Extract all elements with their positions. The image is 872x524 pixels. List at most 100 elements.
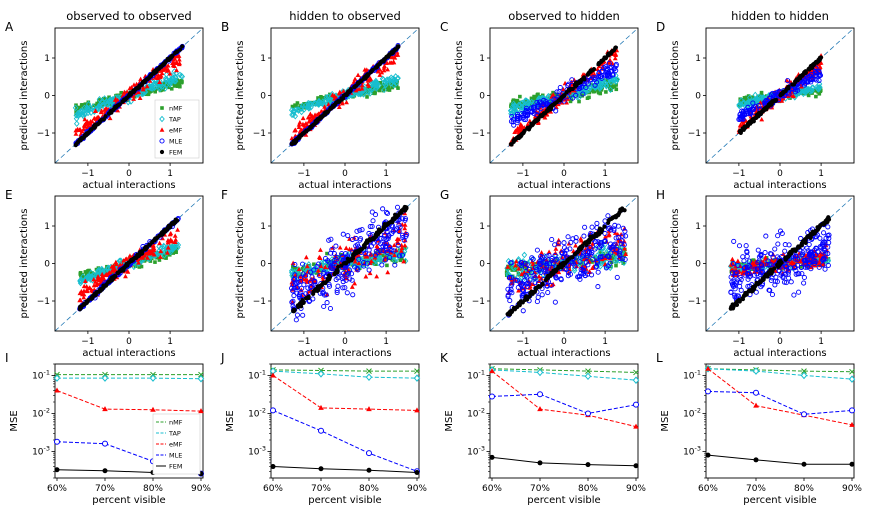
point-eMF: [85, 120, 91, 125]
point-FEM: [508, 142, 513, 147]
point-nMF: [744, 99, 748, 103]
point-TAP: [809, 84, 815, 92]
point-MLE: [334, 289, 340, 296]
column-title: hidden to observed: [289, 9, 401, 23]
x-tick-label: −1: [81, 337, 94, 347]
point-MLE: [366, 267, 372, 273]
point-FEM: [99, 287, 104, 292]
point-eMF: [392, 55, 398, 60]
y-tick-label: 1: [479, 54, 485, 64]
point-nMF: [571, 260, 575, 265]
point-nMF: [350, 262, 355, 267]
point-eMF: [81, 294, 87, 300]
point-MLE: [375, 249, 381, 256]
point-MLE: [294, 312, 300, 318]
point-MLE: [293, 284, 299, 290]
point-MLE: [382, 244, 388, 250]
y-axis-label: predicted interactions: [235, 209, 246, 319]
point-eMF: [306, 119, 312, 124]
point-TAP: [515, 256, 522, 263]
point-MLE: [339, 273, 345, 279]
point-FEM: [544, 108, 549, 114]
point-nMF: [378, 80, 383, 85]
point-nMF: [119, 90, 123, 95]
point-TAP: [77, 279, 84, 287]
point-TAP: [372, 79, 379, 87]
point-eMF: [352, 76, 358, 81]
point-TAP: [369, 84, 376, 91]
point-MLE: [370, 218, 376, 224]
point-TAP: [756, 93, 763, 101]
point-MLE: [511, 122, 517, 128]
point-FEM: [533, 119, 539, 124]
point-nMF: [514, 100, 518, 104]
point-TAP: [524, 100, 531, 107]
point-MLE: [345, 233, 351, 239]
point-nMF: [756, 94, 760, 99]
point-FEM: [766, 103, 771, 108]
point-FEM: [390, 220, 395, 225]
point-MLE: [354, 228, 360, 234]
point-TAP: [291, 107, 298, 115]
point-MLE: [293, 317, 299, 323]
point-FEM: [315, 118, 320, 123]
point-eMF: [165, 237, 171, 243]
point-eMF: [131, 96, 137, 101]
point-TAP: [807, 86, 814, 94]
point-nMF: [596, 90, 601, 94]
point-eMF: [352, 280, 358, 286]
point-eMF: [613, 51, 619, 57]
point-eMF: [124, 268, 130, 273]
point-TAP: [153, 80, 160, 87]
point-eMF: [337, 89, 343, 95]
point-nMF: [381, 253, 386, 258]
point-FEM: [363, 240, 368, 245]
point-TAP: [511, 103, 518, 110]
point-eMF: [356, 86, 362, 92]
point-TAP: [607, 86, 614, 94]
point-MLE: [515, 113, 521, 119]
point-eMF: [512, 129, 518, 135]
point-TAP: [608, 78, 614, 86]
point-eMF: [165, 250, 170, 255]
point-MLE: [570, 95, 576, 101]
point-FEM: [311, 291, 316, 297]
point-FEM: [742, 124, 747, 129]
point-TAP: [736, 101, 742, 109]
point-TAP: [88, 273, 95, 281]
point-MLE: [349, 236, 355, 243]
point-TAP: [606, 250, 612, 258]
point-FEM: [85, 130, 91, 136]
point-eMF: [93, 116, 99, 121]
x-axis-label: actual interactions: [298, 348, 391, 359]
point-eMF: [392, 252, 397, 258]
point-TAP: [393, 255, 399, 263]
point-MLE: [291, 277, 297, 283]
point-FEM: [552, 101, 557, 107]
point-TAP: [583, 88, 590, 95]
y-tick-label: 0: [479, 92, 485, 102]
point-TAP: [167, 81, 173, 88]
point-FEM: [606, 51, 611, 56]
point-eMF: [518, 121, 524, 127]
y-tick-label: 1: [260, 54, 266, 64]
point-eMF: [385, 269, 391, 275]
y-tick-label: 1: [695, 54, 701, 64]
point-eMF: [517, 124, 523, 130]
point-nMF: [759, 90, 764, 95]
point-eMF: [175, 227, 180, 232]
point-eMF: [95, 281, 101, 286]
legend-label-FEM: FEM: [169, 149, 182, 157]
point-eMF: [374, 273, 380, 279]
point-TAP: [738, 101, 745, 109]
point-FEM: [156, 66, 162, 71]
x-tick-label: 1: [383, 169, 389, 179]
point-nMF: [593, 255, 598, 259]
point-FEM: [155, 235, 160, 240]
point-MLE: [328, 264, 334, 270]
point-FEM: [109, 110, 114, 115]
point-FEM: [802, 70, 807, 75]
point-nMF: [164, 84, 169, 89]
